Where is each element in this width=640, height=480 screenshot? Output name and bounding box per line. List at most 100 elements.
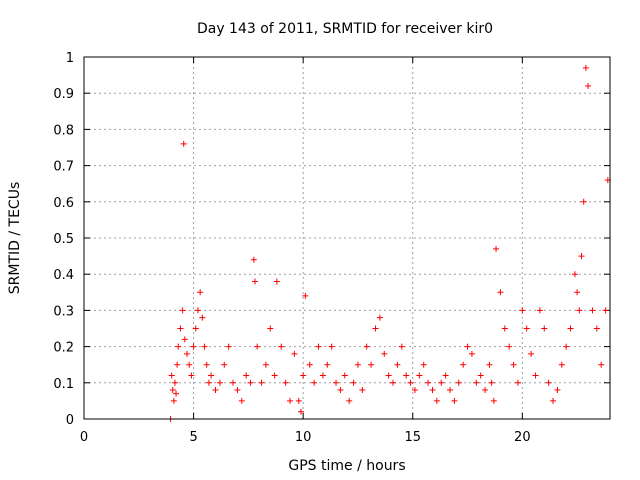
data-point [328,343,335,350]
x-axis-label: GPS time / hours [288,458,405,474]
data-point [381,350,388,357]
data-point [250,256,257,263]
data-point [271,372,278,379]
data-point [186,361,193,368]
data-point [473,379,480,386]
data-point [247,379,254,386]
data-point [179,307,186,314]
y-tick-label: 0.7 [53,160,74,175]
data-point [451,397,458,404]
data-point [376,314,383,321]
data-point [541,325,548,332]
data-point [190,343,197,350]
data-point [398,343,405,350]
data-point [514,379,521,386]
gridlines [84,57,610,419]
data-point [589,307,596,314]
data-point [442,372,449,379]
data-point [194,307,201,314]
data-point [578,253,585,260]
data-point [177,325,184,332]
data-point [359,387,366,394]
chart-title: Day 143 of 2011, SRMTID for receiver kir… [197,21,493,37]
data-point [225,343,232,350]
data-point [416,372,423,379]
data-point [506,343,513,350]
y-tick-label: 0.1 [53,377,74,392]
data-point [173,390,180,397]
data-point [447,387,454,394]
x-tick-label: 15 [404,430,421,445]
data-point [532,372,539,379]
data-point [311,379,318,386]
data-point [230,379,237,386]
data-point [170,397,177,404]
data-point [528,350,535,357]
data-point [372,325,379,332]
data-point [180,140,187,147]
y-tick-label: 0.8 [53,123,74,138]
data-point [468,350,475,357]
data-point [420,361,427,368]
data-point [571,271,578,278]
data-point [464,343,471,350]
data-point [169,387,176,394]
data-point [598,361,605,368]
data-point [602,307,609,314]
data-point [407,379,414,386]
data-point [168,372,175,379]
data-point [455,379,462,386]
y-tick-label: 1 [66,51,74,66]
data-point [497,289,504,296]
data-point [201,343,208,350]
data-point [251,278,258,285]
x-tick-label: 5 [189,430,197,445]
data-point [302,292,309,299]
data-point [273,278,280,285]
data-point [341,372,348,379]
data-point [333,379,340,386]
y-tick-label: 0.5 [53,232,74,247]
data-point [368,361,375,368]
data-point [267,325,274,332]
y-tick-label: 0.3 [53,304,74,319]
data-point [433,397,440,404]
data-point [324,361,331,368]
data-point [593,325,600,332]
data-point [363,343,370,350]
data-point [554,387,561,394]
data-point [460,361,467,368]
data-point [181,336,188,343]
data-point [582,64,589,71]
data-point [425,379,432,386]
axis-ticks: 00.10.20.30.40.50.60.70.80.910 5 10 15 20 [53,51,610,445]
data-point [315,343,322,350]
data-point [354,361,361,368]
data-point [493,245,500,252]
data-point [558,361,565,368]
data-point [216,379,223,386]
data-point [580,198,587,205]
data-point [234,387,241,394]
x-tick-label: 10 [295,430,312,445]
data-point [385,372,392,379]
data-point [197,289,204,296]
y-tick-label: 0 [66,413,74,428]
data-point [350,379,357,386]
data-point [574,289,581,296]
y-tick-label: 0.9 [53,87,74,102]
data-point [337,387,344,394]
x-tick-label: 20 [514,430,531,445]
data-point [346,397,353,404]
data-point [403,372,410,379]
data-point [576,307,583,314]
data-point [295,397,302,404]
plot-frame [83,56,611,420]
data-point [203,361,210,368]
data-point [510,361,517,368]
data-point [282,379,289,386]
y-tick-label: 0.6 [53,196,74,211]
data-point [482,387,489,394]
data-point [238,397,245,404]
data-point [390,379,397,386]
